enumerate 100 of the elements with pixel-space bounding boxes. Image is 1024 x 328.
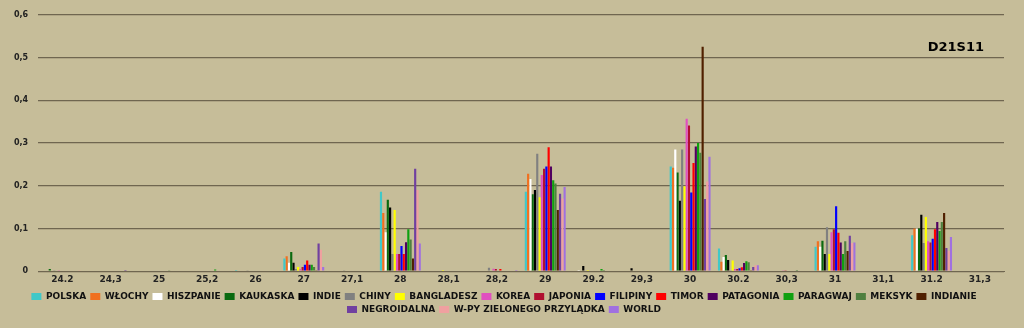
bar <box>839 242 842 271</box>
bar <box>821 240 824 271</box>
x-tick-label: 30 <box>683 273 697 284</box>
bar <box>322 266 325 271</box>
bar <box>404 242 408 271</box>
x-tick-label: 24.2 <box>51 273 74 284</box>
legend-label: PARAGWAJ <box>798 290 852 301</box>
bar <box>561 198 564 271</box>
legend-label: NEGROIDALNA <box>361 303 436 314</box>
bar <box>703 198 707 271</box>
bar <box>949 237 953 271</box>
bar <box>538 197 541 271</box>
legend-label: HISZPANIE <box>166 290 221 301</box>
y-tick-label: 0,5 <box>14 52 29 62</box>
x-tick-label: 27 <box>297 273 311 284</box>
bar <box>731 260 734 271</box>
legend-label: JAPONIA <box>547 290 592 301</box>
bar <box>828 254 831 271</box>
bar <box>848 235 851 271</box>
x-tick-label: 29 <box>538 273 552 284</box>
x-tick-label: 28,2 <box>485 273 509 284</box>
x-tick-label: 30,3 <box>775 273 798 284</box>
bar <box>816 241 819 271</box>
bar <box>676 172 679 271</box>
bar <box>524 191 527 271</box>
bar <box>911 235 914 271</box>
bar <box>533 190 537 271</box>
bar <box>720 261 723 271</box>
bar <box>690 192 693 271</box>
bar <box>529 178 532 271</box>
legend-label: INDIE <box>312 290 341 301</box>
bar <box>547 147 550 271</box>
legend-label: INDIANIE <box>930 290 977 301</box>
bar <box>938 231 941 271</box>
bar <box>717 248 721 271</box>
bar <box>687 125 691 271</box>
bar <box>819 246 822 271</box>
x-tick-label: 31,1 <box>872 273 895 284</box>
bar <box>317 243 320 271</box>
legend-label: BANGLADESZ <box>409 290 478 301</box>
bar <box>841 254 845 271</box>
bar <box>306 260 309 271</box>
bar <box>287 262 291 271</box>
bar <box>920 214 923 271</box>
bar <box>825 227 829 271</box>
bar <box>379 191 383 271</box>
bar <box>384 232 387 271</box>
bar <box>536 153 539 271</box>
bar <box>556 210 559 271</box>
bar <box>844 241 847 271</box>
x-tick-label: 27,1 <box>340 273 364 284</box>
bar <box>931 238 934 271</box>
bar <box>936 222 939 271</box>
bar <box>837 232 840 271</box>
bar <box>391 254 394 271</box>
bar <box>290 251 293 271</box>
bar <box>922 243 925 271</box>
bar <box>630 268 633 271</box>
bar <box>416 190 419 271</box>
bar <box>699 152 702 271</box>
legend-label: MEKSYK <box>870 290 914 301</box>
y-tick-label: 0,6 <box>14 9 29 19</box>
bar <box>382 213 385 271</box>
legend-label: POLSKA <box>45 290 87 301</box>
x-tick-label: 28,1 <box>437 273 460 284</box>
bar <box>727 260 730 271</box>
bar <box>414 168 417 271</box>
bar <box>386 199 389 271</box>
bar <box>582 266 585 271</box>
x-tick-label: 25 <box>152 273 166 284</box>
bar <box>846 251 849 271</box>
x-tick-label: 29.2 <box>582 273 605 284</box>
bar <box>409 239 412 271</box>
bar <box>678 200 681 271</box>
bar <box>319 249 322 271</box>
bar <box>674 149 677 271</box>
y-tick-label: 0 <box>22 266 29 276</box>
bar <box>823 254 826 271</box>
bar <box>706 181 709 271</box>
legend-label: WORLD <box>623 303 662 314</box>
legend-label: PATAGONIA <box>722 290 780 301</box>
bar <box>389 207 392 271</box>
text: D21S11 <box>927 38 984 54</box>
legend-label: TIMOR <box>670 290 704 301</box>
y-tick-label: 0,4 <box>14 95 29 105</box>
x-tick-label: 29,3 <box>630 273 653 284</box>
bar <box>692 163 695 271</box>
legend-label: W-PY ZIELONEGO PRZYLĄDKA <box>453 303 605 314</box>
bar <box>393 210 396 271</box>
bar <box>407 229 410 271</box>
bar <box>527 173 530 271</box>
bar <box>563 187 566 271</box>
x-tick-label: 31,3 <box>968 273 991 284</box>
bar <box>683 186 686 271</box>
bar <box>400 245 403 271</box>
x-tick-label: 31.2 <box>920 273 943 284</box>
bar <box>701 46 704 271</box>
y-tick-label: 0,1 <box>14 223 29 233</box>
bar <box>558 193 562 271</box>
x-tick-label: 30.2 <box>727 273 750 284</box>
